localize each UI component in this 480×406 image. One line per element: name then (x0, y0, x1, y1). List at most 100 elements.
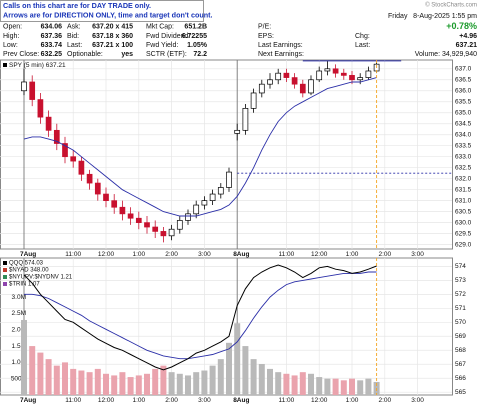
field-value: 637.21 (456, 42, 478, 49)
field-label: Next Earnings: (258, 51, 304, 58)
candle-body (299, 83, 306, 94)
legend-swatch (3, 275, 7, 279)
field-value: 6.72255 (182, 33, 207, 40)
field-label: Low: (3, 42, 18, 49)
candle-body (275, 72, 282, 81)
candle-body (62, 143, 68, 158)
x-tick-label: 3:00 (411, 397, 424, 404)
volume-bar (267, 368, 273, 395)
candle-body (226, 171, 232, 188)
plot-area (0, 59, 453, 250)
candle-body (193, 204, 200, 215)
volume-bar (94, 368, 101, 395)
candle-body (45, 116, 52, 131)
x-tick-label: 11:00 (65, 397, 81, 404)
volume-bar (234, 323, 241, 395)
y-tick-label: 634.5 (455, 120, 472, 127)
y-tick-label: 630.0 (455, 219, 472, 226)
volume-bar (127, 377, 134, 395)
field-label: Fwd Dividend: (146, 33, 190, 40)
x-tick-label: 11:00 (279, 251, 295, 258)
candle-body (70, 156, 77, 162)
y-tick-label: 634.0 (455, 131, 472, 138)
y-tick-label: 636.0 (455, 87, 472, 94)
y-tick-label: 632.0 (455, 175, 472, 182)
candle-body (209, 193, 216, 202)
y2-tick-label: 1.5M (12, 343, 26, 350)
candle-body (349, 75, 355, 81)
candle-body (234, 129, 241, 134)
y-tick-label: 631.5 (455, 186, 472, 193)
volume-bar (316, 377, 323, 395)
y2-tick-label: 1.0M (12, 359, 26, 366)
field-value: 637.18 x 360 (92, 33, 133, 40)
moving-average (23, 77, 377, 217)
y-tick-label: 573 (455, 277, 466, 284)
candle-body (21, 81, 27, 92)
volume-bar (258, 364, 265, 395)
volume-bar (119, 372, 126, 395)
x-tick-label: 3:00 (198, 397, 211, 404)
x-tick-label: 12:00 (98, 397, 115, 404)
volume-bar (193, 372, 200, 395)
volume-bar (357, 380, 364, 395)
candle-body (144, 222, 150, 228)
y-tick-label: 566 (455, 375, 466, 382)
volume-bar (332, 378, 339, 395)
candle-body (332, 68, 339, 74)
volume-bar (21, 319, 27, 395)
field-text: Volume: 34,929,940 (415, 51, 477, 58)
y-tick-label: 565 (455, 389, 466, 396)
candle-body (340, 72, 347, 76)
legend-swatch (3, 268, 7, 272)
volume-bar (53, 365, 60, 395)
volume-bar (37, 352, 44, 395)
x-tick-label: 2:00 (378, 397, 391, 404)
volume-bar (29, 346, 36, 395)
volume-bar (242, 346, 249, 395)
candle-body (291, 77, 298, 85)
y-tick-label: 637.0 (455, 66, 472, 73)
field-value: 1.05% (187, 42, 208, 49)
volume-bar (168, 372, 175, 395)
candle-body (267, 79, 273, 85)
candle-body (176, 220, 183, 230)
candle-body (324, 68, 331, 72)
y-tick-label: 635.5 (455, 98, 472, 105)
candle-body (29, 81, 36, 100)
field-label: Prev Close: (3, 51, 39, 58)
y-tick-label: 635.0 (455, 109, 472, 116)
candle-body (316, 70, 323, 81)
notice-line: Arrows are for DIRECTION ONLY, time and … (3, 10, 213, 19)
volume-bar (62, 362, 68, 395)
day: Friday (388, 13, 408, 20)
x-tick-label: 3:00 (411, 251, 424, 258)
candle-body (119, 206, 126, 215)
volume-bar (176, 373, 183, 395)
panel-swatch (3, 63, 7, 67)
x-tick-label: 12:00 (311, 251, 328, 258)
volume-bar (185, 375, 191, 395)
legend-label: $NYUPV:$NYDNV 1.21 (9, 275, 73, 281)
x-tick-label: 8Aug (233, 397, 249, 404)
y-tick-label: 569 (455, 333, 466, 340)
y-tick-label: 571 (455, 305, 466, 312)
volume-bar (103, 373, 109, 395)
y2-tick-label: 2.0M (12, 326, 26, 333)
x-tick-label: 1:00 (132, 397, 145, 404)
volume-bar (78, 370, 85, 395)
field-label: SCTR (ETF): (146, 51, 187, 58)
candle-body (185, 213, 191, 221)
field-label: Last: (355, 42, 370, 49)
field-label: Chg: (355, 33, 370, 40)
candle-body (103, 193, 109, 202)
change-pct: +0.78% (446, 21, 477, 31)
field-label: Mkt Cap: (146, 23, 174, 30)
candle-body (94, 182, 101, 195)
candle-body (168, 228, 175, 237)
y-tick-label: 631.0 (455, 197, 472, 204)
field-value: 637.36 (41, 33, 63, 40)
field-value: 72.2 (193, 51, 207, 58)
candle-body (250, 92, 257, 109)
